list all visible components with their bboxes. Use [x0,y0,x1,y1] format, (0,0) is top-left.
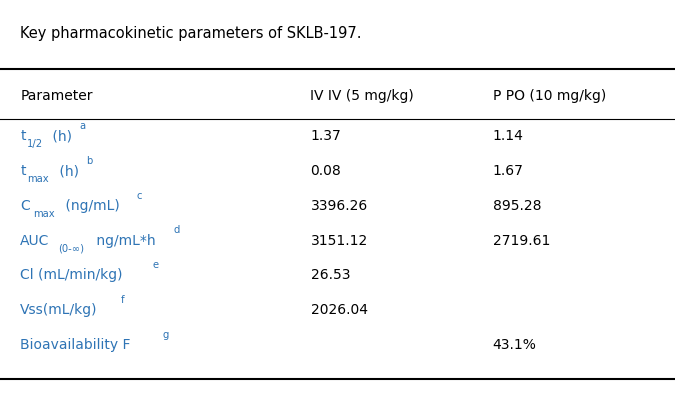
Text: 43.1%: 43.1% [493,338,537,352]
Text: Key pharmacokinetic parameters of SKLB-197.: Key pharmacokinetic parameters of SKLB-1… [20,26,362,41]
Text: AUC: AUC [20,233,50,248]
Text: c: c [136,190,142,201]
Text: t: t [20,129,26,143]
Text: Cl (mL/min/kg): Cl (mL/min/kg) [20,268,123,282]
Text: g: g [163,329,169,340]
Text: 1.14: 1.14 [493,129,524,143]
Text: b: b [86,156,92,166]
Text: IV IV (5 mg/kg): IV IV (5 mg/kg) [310,88,414,103]
Text: ng/mL*h: ng/mL*h [92,233,155,248]
Text: max: max [33,209,55,219]
Text: (0-∞): (0-∞) [58,243,84,254]
Text: C: C [20,199,30,213]
Text: 3151.12: 3151.12 [310,233,368,248]
Text: 3396.26: 3396.26 [310,199,368,213]
Text: d: d [173,225,180,235]
Text: e: e [153,260,159,270]
Text: Vss(mL/kg): Vss(mL/kg) [20,303,98,317]
Text: 2719.61: 2719.61 [493,233,550,248]
Text: 1.67: 1.67 [493,164,524,178]
Text: 2026.04: 2026.04 [310,303,367,317]
Text: f: f [120,295,124,305]
Text: 1.37: 1.37 [310,129,342,143]
Text: Bioavailability F: Bioavailability F [20,338,131,352]
Text: Parameter: Parameter [20,88,92,103]
Text: P PO (10 mg/kg): P PO (10 mg/kg) [493,88,606,103]
Text: a: a [79,121,85,131]
Text: max: max [28,174,49,184]
Text: 0.08: 0.08 [310,164,342,178]
Text: 1/2: 1/2 [28,139,43,149]
Text: 26.53: 26.53 [310,268,350,282]
Text: (h): (h) [48,129,72,143]
Text: (ng/mL): (ng/mL) [61,199,119,213]
Text: 895.28: 895.28 [493,199,541,213]
Text: t: t [20,164,26,178]
Text: (h): (h) [55,164,79,178]
